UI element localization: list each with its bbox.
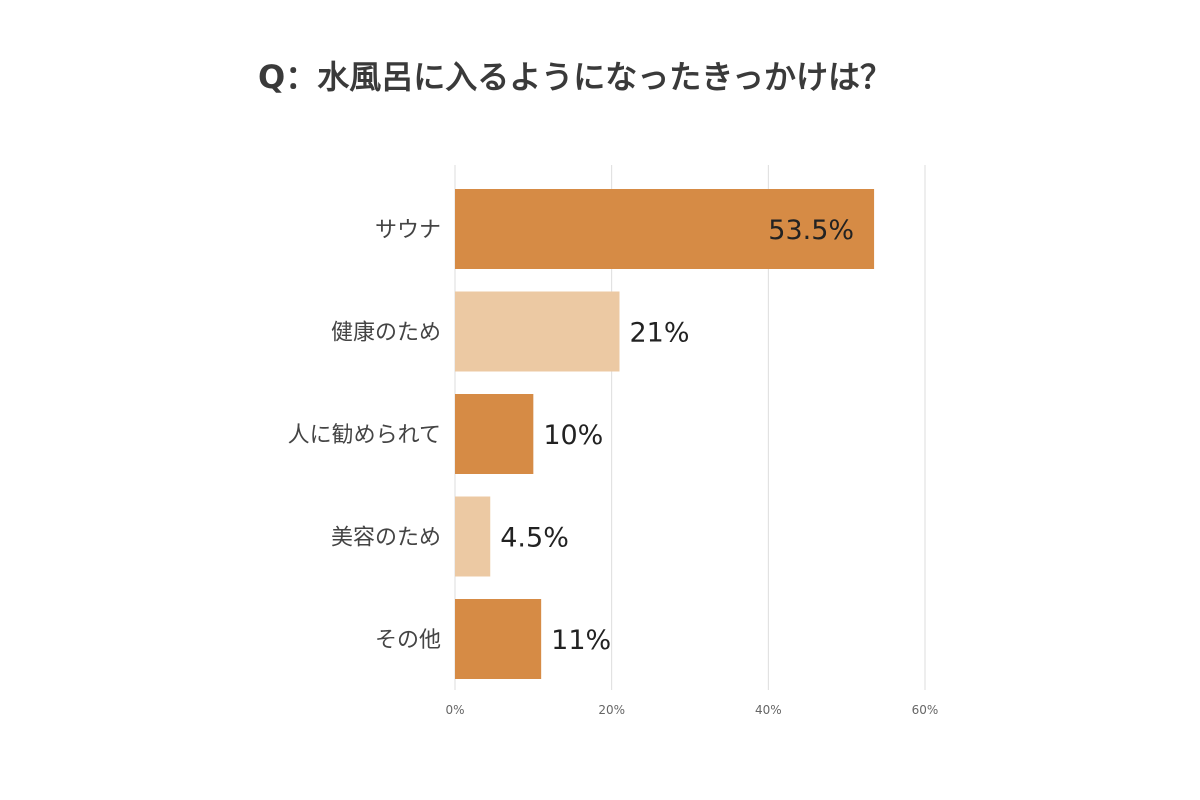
x-tick-label: 40% <box>755 703 782 717</box>
bar <box>455 189 875 269</box>
bar <box>455 599 542 679</box>
x-tick-label: 60% <box>912 703 939 717</box>
data-label: 21% <box>630 318 690 349</box>
x-tick-label: 20% <box>598 703 625 717</box>
data-label: 4.5% <box>500 523 569 554</box>
bar <box>455 291 620 372</box>
category-label: 人に勧められて <box>288 423 441 448</box>
category-label: 健康のため <box>331 321 441 346</box>
category-label: その他 <box>375 628 441 653</box>
data-label: 11% <box>551 625 611 656</box>
category-label: サウナ <box>375 218 441 243</box>
category-label: 美容のため <box>331 526 441 551</box>
bar <box>455 394 534 474</box>
data-label: 53.5% <box>768 215 854 246</box>
x-tick-label: 0% <box>445 703 464 717</box>
data-label: 10% <box>543 420 603 451</box>
bar <box>455 496 491 577</box>
chart-title: Q：水風呂に入るようになったきっかけは？ <box>258 58 892 96</box>
